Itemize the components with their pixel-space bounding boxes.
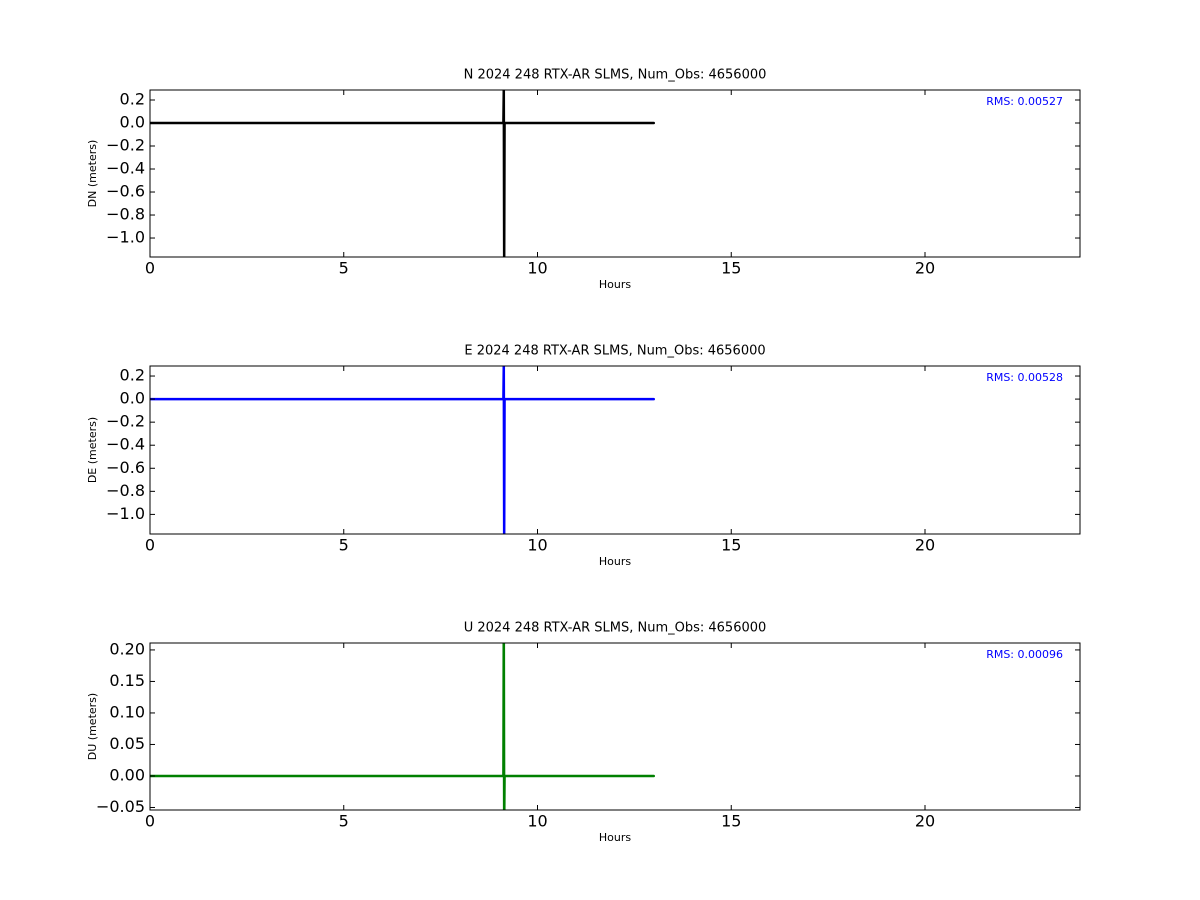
x-tick-label: 15 — [721, 812, 741, 831]
y-axis-label: DN (meters) — [86, 140, 99, 208]
y-tick-label: 0.00 — [109, 765, 145, 784]
x-tick-label: 5 — [339, 812, 349, 831]
chart-title: N 2024 248 RTX-AR SLMS, Num_Obs: 4656000 — [464, 68, 767, 83]
y-tick-label: 0.2 — [120, 366, 145, 385]
y-tick-label: 0.15 — [109, 671, 145, 690]
plot-frame — [149, 365, 1081, 535]
y-tick-label: −0.2 — [106, 412, 145, 431]
plot-frame — [149, 89, 1081, 258]
y-tick-label: −1.0 — [106, 504, 145, 523]
y-tick-label: −0.6 — [106, 458, 145, 477]
rms-annotation: RMS: 0.00528 — [986, 371, 1063, 384]
x-tick-label: 5 — [339, 259, 349, 278]
y-tick-label: −0.2 — [106, 136, 145, 155]
y-tick-label: 0.0 — [120, 113, 145, 132]
x-tick-label: 5 — [339, 536, 349, 555]
plot-frame — [149, 642, 1081, 811]
y-tick-label: −0.05 — [96, 797, 145, 816]
x-tick-label: 20 — [915, 259, 935, 278]
x-tick-label: 10 — [527, 259, 547, 278]
y-tick-label: −0.4 — [106, 435, 145, 454]
y-tick-label: 0.10 — [109, 702, 145, 721]
y-tick-label: −0.8 — [106, 481, 145, 500]
chart-title: E 2024 248 RTX-AR SLMS, Num_Obs: 4656000 — [464, 344, 765, 359]
y-tick-label: −0.4 — [106, 159, 145, 178]
x-tick-label: 10 — [527, 812, 547, 831]
x-tick-label: 0 — [145, 812, 155, 831]
y-tick-label: −1.0 — [106, 228, 145, 247]
y-tick-label: 0.0 — [120, 389, 145, 408]
rms-annotation: RMS: 0.00527 — [986, 95, 1063, 108]
x-tick-label: 20 — [915, 812, 935, 831]
x-tick-label: 20 — [915, 536, 935, 555]
y-tick-label: −0.6 — [106, 182, 145, 201]
x-tick-label: 0 — [145, 536, 155, 555]
y-tick-label: 0.2 — [120, 90, 145, 109]
x-axis-label: Hours — [599, 278, 631, 291]
y-tick-label: 0.05 — [109, 734, 145, 753]
x-axis-label: Hours — [599, 555, 631, 568]
x-tick-label: 15 — [721, 259, 741, 278]
y-axis-label: DU (meters) — [86, 693, 99, 760]
y-axis-label: DE (meters) — [86, 417, 99, 483]
x-axis-label: Hours — [599, 831, 631, 844]
x-tick-label: 10 — [527, 536, 547, 555]
y-tick-label: 0.20 — [109, 639, 145, 658]
rms-annotation: RMS: 0.00096 — [986, 648, 1063, 661]
x-tick-label: 15 — [721, 536, 741, 555]
y-tick-label: −0.8 — [106, 205, 145, 224]
chart-title: U 2024 248 RTX-AR SLMS, Num_Obs: 4656000 — [464, 621, 767, 636]
x-tick-label: 0 — [145, 259, 155, 278]
